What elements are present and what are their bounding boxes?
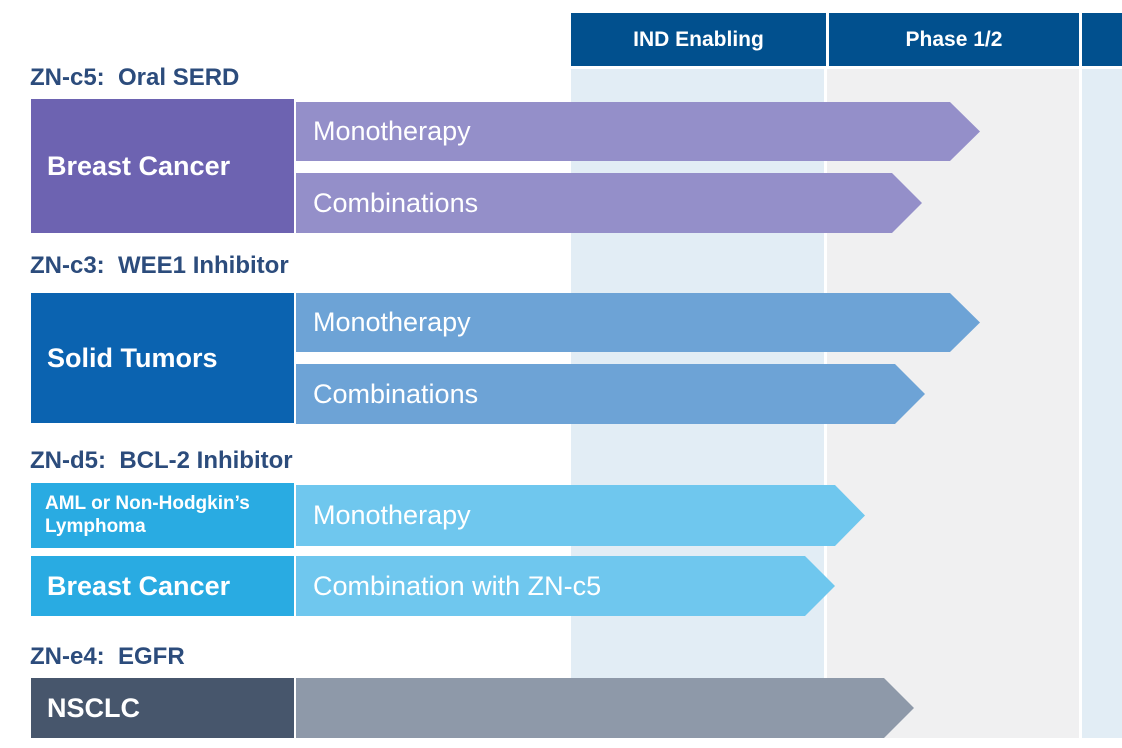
phase-header-next-partial (1082, 13, 1122, 66)
arrow-zn-c5-monotherapy: Monotherapy (296, 102, 980, 161)
arrow-zn-d5-combination-with-zn-c5: Combination with ZN-c5 (296, 556, 835, 616)
arrow-label: Monotherapy (313, 116, 471, 146)
indication-label: NSCLC (47, 692, 140, 723)
arrow-zn-c5-combinations: Combinations (296, 173, 922, 233)
arrow-label: Combination with ZN-c5 (313, 570, 602, 601)
arrow-label: Monotherapy (313, 500, 471, 530)
program-title-zn-c3: ZN-c3: WEE1 Inhibitor (30, 252, 289, 279)
right-column-band (1082, 69, 1122, 738)
arrow-label: Combinations (313, 378, 479, 409)
phase-header-ind-enabling: IND Enabling (571, 13, 826, 66)
arrow-label: Monotherapy (313, 307, 471, 337)
program-title-zn-c5: ZN-c5: Oral SERD (30, 64, 240, 91)
indication-box-zn-d5-aml-nhl: AML or Non-Hodgkin’s Lymphoma (31, 483, 294, 548)
phase-header-phase-1-2: Phase 1/2 (829, 13, 1079, 66)
arrow-zn-d5-monotherapy: Monotherapy (296, 485, 865, 546)
indication-label: Solid Tumors (47, 342, 218, 373)
indication-label: AML or Non-Hodgkin’s Lymphoma (45, 493, 250, 537)
arrow-zn-e4-nsclc (296, 678, 914, 738)
arrow-zn-c3-monotherapy: Monotherapy (296, 293, 980, 352)
program-title-zn-e4: ZN-e4: EGFR (30, 643, 185, 670)
indication-label: Breast Cancer (47, 570, 231, 601)
indication-box-zn-e4-nsclc: NSCLC (31, 678, 294, 738)
phase-header-ind-enabling-label: IND Enabling (633, 27, 764, 51)
arrow-zn-c3-combinations: Combinations (296, 364, 925, 424)
program-title-zn-d5: ZN-d5: BCL-2 Inhibitor (30, 447, 293, 474)
phase-header-phase-1-2-label: Phase 1/2 (905, 27, 1003, 51)
indication-label: Breast Cancer (47, 150, 231, 181)
indication-box-zn-c5-breast-cancer: Breast Cancer (31, 99, 294, 233)
indication-box-zn-c3-solid-tumors: Solid Tumors (31, 293, 294, 423)
indication-box-zn-d5-breast-cancer: Breast Cancer (31, 556, 294, 616)
arrow-label: Combinations (313, 187, 479, 218)
